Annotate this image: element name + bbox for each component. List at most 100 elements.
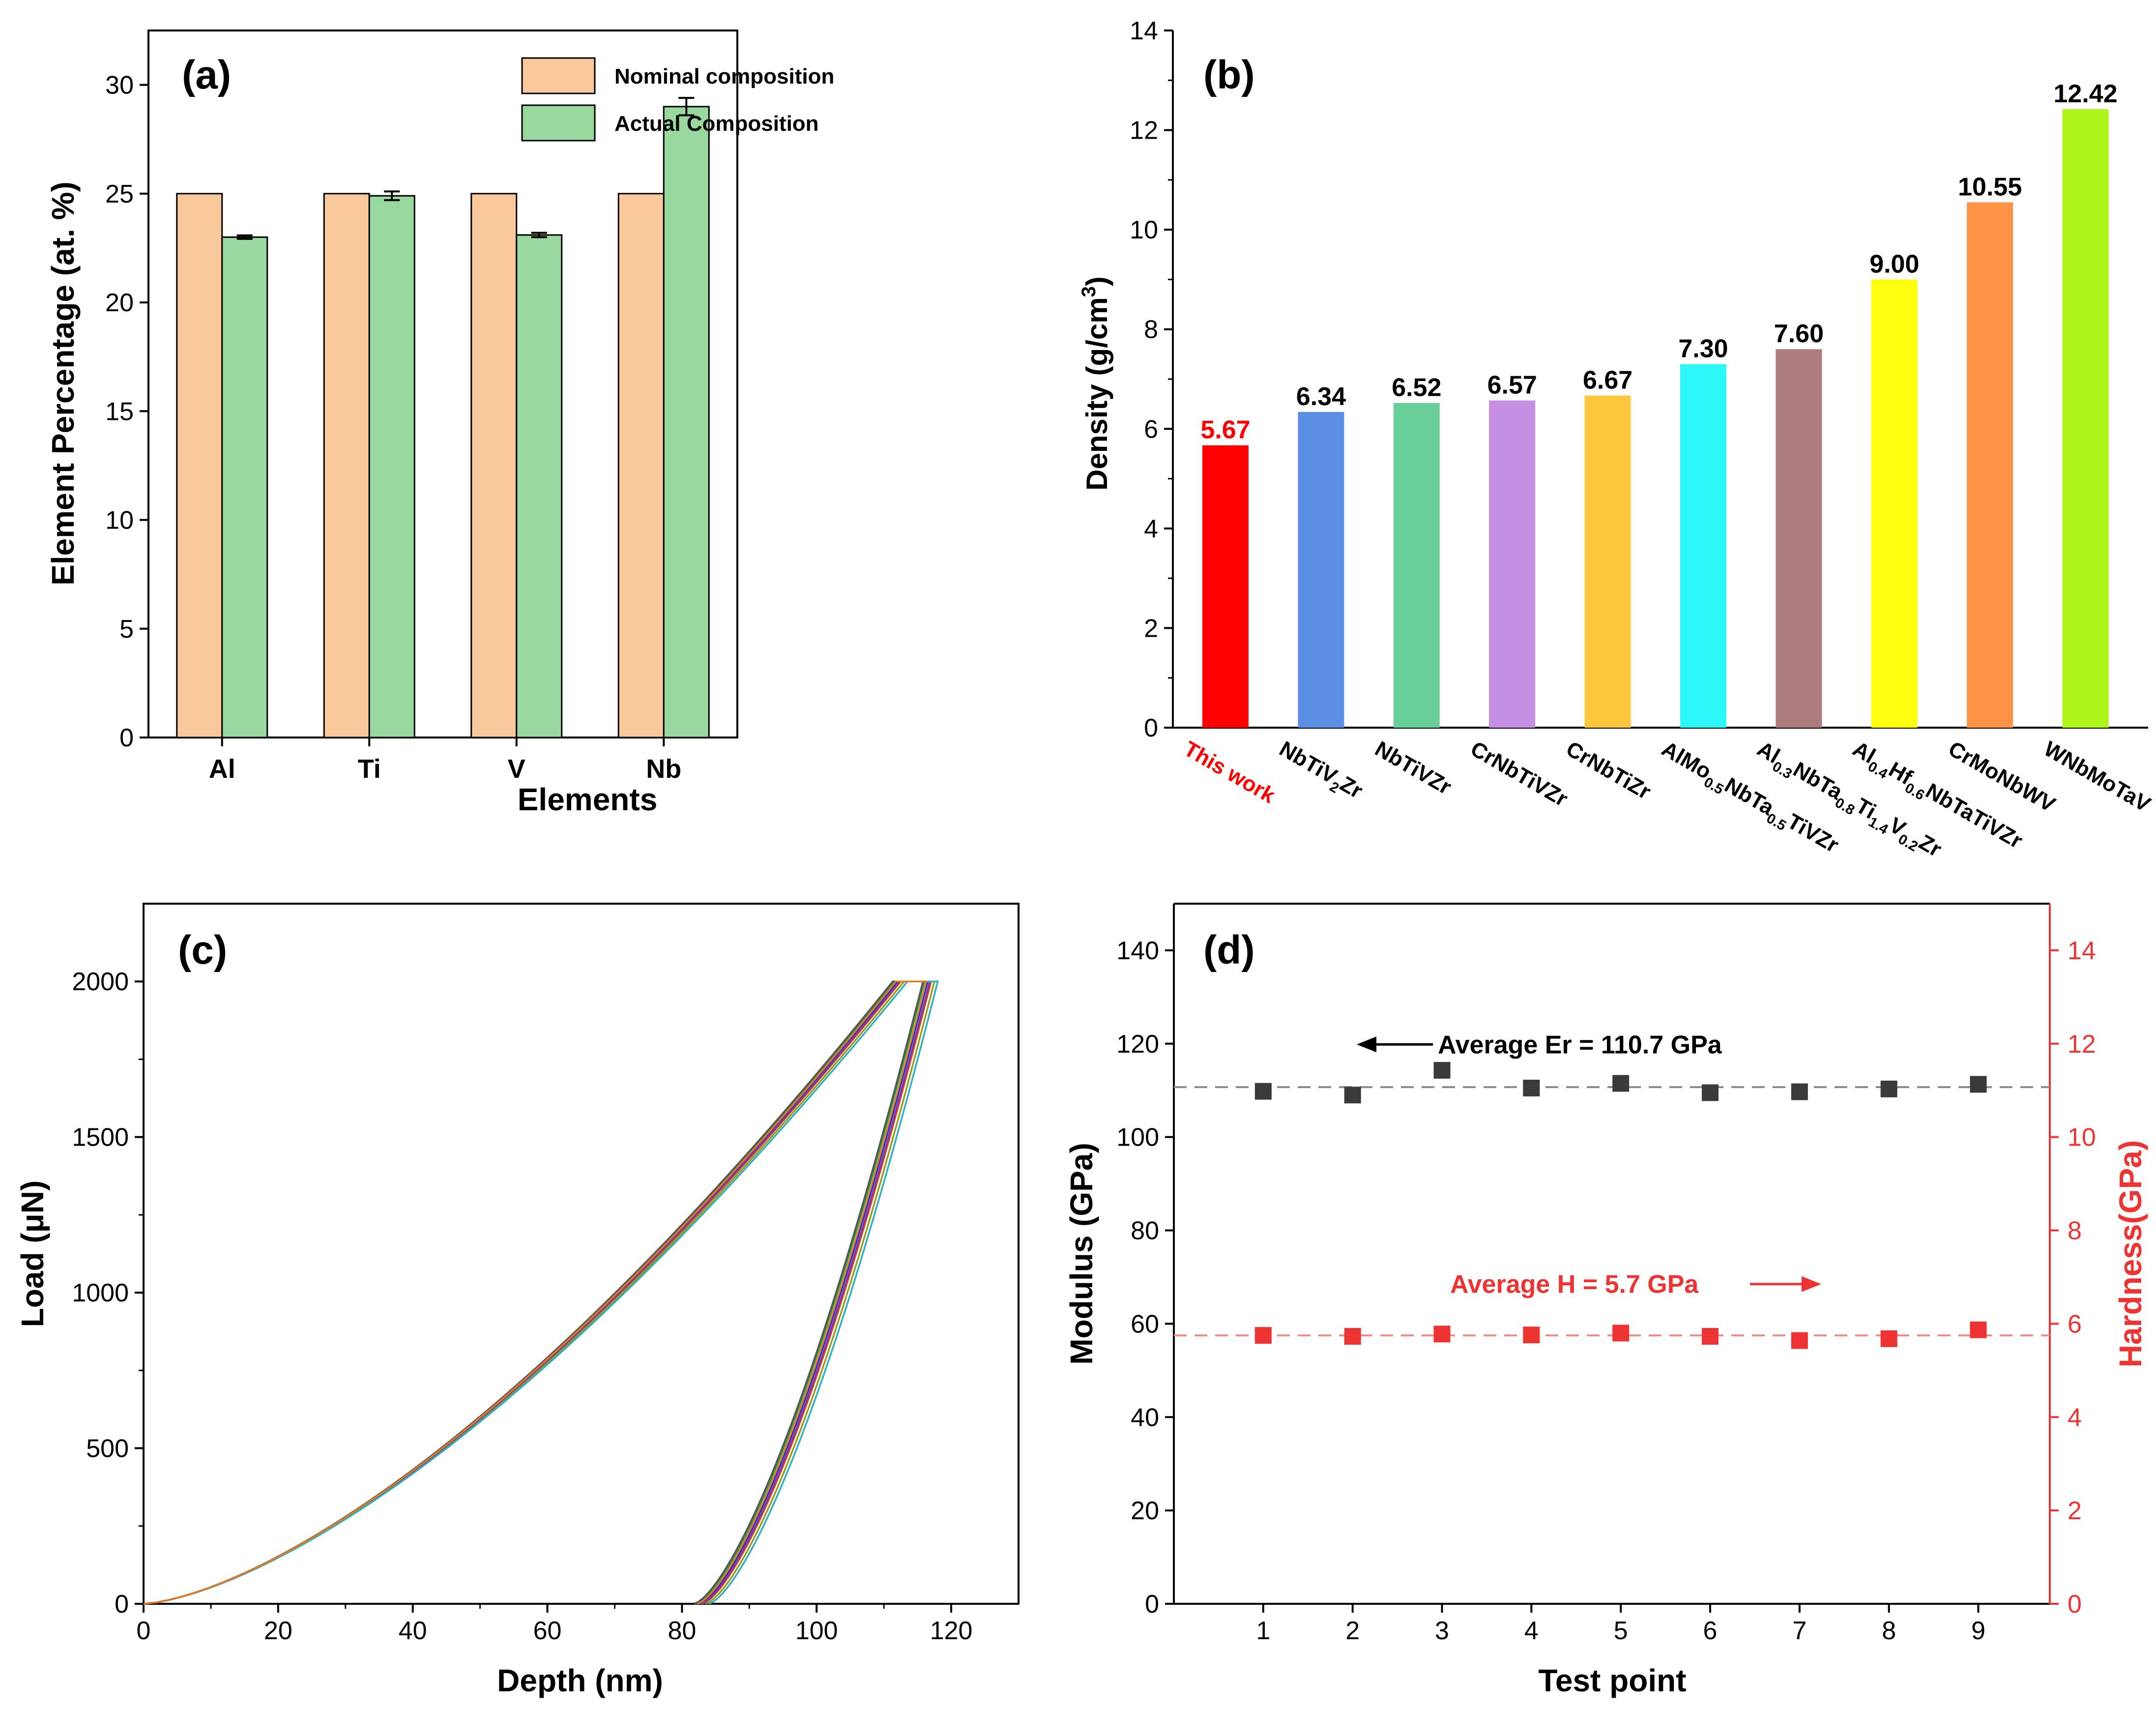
panel-d-hardness-point	[1880, 1330, 1897, 1347]
panel-c-xtick-label: 80	[668, 1617, 696, 1645]
panel-b-value-label: 9.00	[1869, 250, 1919, 278]
panel-d-hardness-point	[1254, 1327, 1272, 1344]
panel-c-xtick-label: 60	[533, 1617, 562, 1645]
panel-a-ylabel: Element Percentage (at. %)	[45, 181, 81, 586]
panel-b-ytick-label: 8	[1144, 316, 1158, 344]
panel-a-bar	[221, 236, 268, 738]
panel-b-bar	[1489, 400, 1536, 728]
panel-d-er-arrowhead	[1357, 1036, 1376, 1053]
panel-c-curve	[143, 980, 928, 1605]
panel-d-ytick-right-label: 0	[2068, 1590, 2082, 1619]
panel-c-ytick-label: 500	[86, 1435, 129, 1463]
panel-c-xtick-label: 20	[264, 1617, 292, 1645]
panel-b-value-label: 10.55	[1958, 173, 2022, 201]
panel-d-xtick-label: 9	[1971, 1617, 1985, 1645]
panel-b-ytick-label: 0	[1144, 714, 1158, 742]
panel-b-ylabel: Density (g/cm3)	[1078, 276, 1113, 491]
panel-d-h-annotation: Average H = 5.7 GPa	[1450, 1270, 1699, 1299]
panel-c-ytick-label: 1500	[72, 1123, 129, 1152]
panel-b-value-label: 6.34	[1296, 383, 1346, 411]
panel-a-ytick-label: 20	[105, 289, 134, 317]
panel-d-ytick-right-label: 4	[2068, 1403, 2082, 1432]
panel-d-xtick-label: 6	[1703, 1617, 1718, 1645]
panel-b-bar	[1871, 279, 1918, 728]
panel-d-modulus-point	[1612, 1075, 1630, 1092]
panel-c-frame	[143, 903, 1020, 1605]
panel-a-ytick-label: 15	[105, 397, 134, 426]
panel-c-curve	[143, 980, 929, 1605]
panel-a-legend-label: Actual Composition	[614, 112, 819, 136]
panel-a-xtick-label: Nb	[646, 754, 681, 784]
panel-a-xlabel: Elements	[518, 782, 658, 817]
panel-b-ytick-label: 4	[1144, 515, 1158, 543]
panel-a-legend-swatch	[521, 57, 596, 94]
panel-b-xtick-label: AlMo0.5​NbTa0.5​TiVZr	[1655, 737, 1842, 861]
panel-d-ytick-left-label: 120	[1116, 1030, 1159, 1059]
panel-a-ytick-label: 0	[119, 724, 134, 752]
panel-d-ytick-left-label: 60	[1131, 1310, 1159, 1338]
panel-c-curve	[143, 980, 939, 1605]
panel-a-ytick-label: 30	[105, 71, 134, 100]
panel-c-curve	[143, 980, 924, 1605]
panel-d-ylabel-left: Modulus (GPa)	[1064, 1143, 1099, 1365]
panel-b-bar	[1393, 403, 1440, 728]
panel-c-ylabel: Load (μN)	[15, 1180, 50, 1327]
panel-d-modulus-point	[1880, 1080, 1897, 1097]
panel-c: 0 500 1000 1500 2000 0 20 40 60 80 100 120 (c) Depth …	[15, 903, 1020, 1698]
panel-d-letter: (d)	[1203, 928, 1255, 973]
panel-a-xtick-label: V	[508, 754, 525, 784]
panel-d-xtick-label: 4	[1524, 1617, 1539, 1645]
panel-d-modulus-point	[1970, 1076, 1987, 1093]
panel-c-xtick-label: 100	[795, 1617, 838, 1645]
panel-a: 0 5 10 15 20 25 30 Al Ti V Nb (a) Nominal compositio…	[45, 29, 834, 817]
panel-c-xtick-label: 0	[137, 1617, 151, 1645]
panel-a-bar	[323, 193, 370, 738]
panel-d-ytick-right-label: 14	[2068, 937, 2096, 965]
panel-d-hardness-point	[1612, 1325, 1630, 1342]
panel-d-ytick-left-label: 140	[1116, 937, 1159, 965]
panel-d-xtick-label: 1	[1256, 1617, 1270, 1645]
panel-b: 0 2 4 6 8 10 12 14 5.67 This work 6.34 NbTiV2​Zr 6.5…	[1078, 17, 2155, 862]
panel-b-ytick-label: 10	[1130, 216, 1158, 244]
panel-a-letter: (a)	[182, 53, 231, 97]
panel-b-bar	[2062, 109, 2109, 728]
panel-b-bar	[1584, 395, 1631, 728]
panel-b-xtick-label: CrNbTiVZr	[1466, 737, 1572, 811]
panel-b-bar	[1680, 364, 1726, 728]
panel-d-ytick-right-label: 8	[2068, 1217, 2082, 1245]
panel-c-curve	[143, 980, 932, 1605]
panel-a-legend-swatch	[521, 104, 596, 142]
panel-b-letter: (b)	[1203, 53, 1255, 97]
panel-d-ytick-left-label: 80	[1131, 1217, 1159, 1245]
panel-d-hardness-point	[1702, 1328, 1719, 1345]
panel-d-modulus-point	[1344, 1087, 1361, 1104]
panel-b-value-label: 7.60	[1774, 320, 1824, 348]
panel-c-ytick-label: 0	[115, 1590, 129, 1619]
panel-d-modulus-point	[1433, 1061, 1451, 1079]
panel-a-frame	[147, 29, 738, 738]
panel-d-hardness-point	[1433, 1326, 1451, 1343]
panel-a-bar	[663, 106, 710, 738]
panel-d-xtick-label: 7	[1792, 1617, 1806, 1645]
panel-d-hardness-point	[1523, 1327, 1540, 1344]
panel-d-modulus-point	[1791, 1083, 1808, 1100]
panel-b-ytick-label: 6	[1144, 415, 1158, 443]
panel-b-xtick-label: WNbMoTaV	[2040, 737, 2155, 817]
panel-b-bar	[1776, 349, 1822, 728]
panel-d-ytick-right-label: 6	[2068, 1310, 2082, 1338]
panel-d-modulus-point	[1254, 1083, 1272, 1100]
panel-d-er-annotation: Average Er = 110.7 GPa	[1438, 1031, 1722, 1059]
panel-b-xtick-label: NbTiV2​Zr	[1273, 737, 1367, 807]
panel-b-value-label: 6.52	[1392, 374, 1441, 402]
panel-d-ytick-right-label: 10	[2068, 1123, 2096, 1152]
panel-a-xtick-label: Al	[209, 754, 235, 784]
panel-a-bar	[368, 195, 415, 738]
panel-d-xtick-label: 5	[1614, 1617, 1628, 1645]
panel-b-value-label: 6.67	[1583, 366, 1632, 394]
panel-b-value-label: 12.42	[2054, 80, 2118, 108]
panel-a-bar	[176, 193, 223, 738]
panel-c-ytick-label: 2000	[72, 968, 129, 996]
panel-b-xtick-label: NbTiVZr	[1371, 737, 1456, 799]
panel-d-ytick-left-label: 100	[1116, 1123, 1159, 1152]
